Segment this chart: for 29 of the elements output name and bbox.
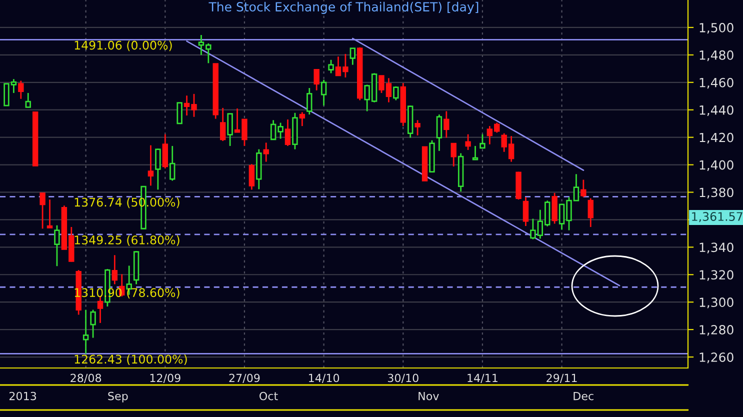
y-tick-label: 1,260 bbox=[700, 352, 734, 364]
y-tick-label: 1,320 bbox=[700, 270, 734, 281]
x-tick-label: 30/10 bbox=[388, 374, 418, 384]
x-tick-label: 12/09 bbox=[150, 374, 180, 384]
text: Dec bbox=[574, 392, 594, 400]
y-tick-label: 1,380 bbox=[700, 188, 734, 198]
x-tick-label: 27/09 bbox=[229, 374, 260, 384]
text: Oct bbox=[260, 392, 278, 400]
text: 2013 bbox=[9, 392, 36, 400]
ref-line-label: 1491.06 (0.00%) bbox=[74, 40, 172, 52]
y-tick-label: 1,480 bbox=[700, 50, 734, 62]
y-tick-label: 1,400 bbox=[700, 160, 734, 171]
y-tick-label: 1,300 bbox=[700, 298, 734, 308]
ref-line-label: 1349.25 (61.80%) bbox=[74, 235, 180, 246]
y-tick-label: 1,500 bbox=[700, 22, 734, 34]
x-tick-label: 28/08 bbox=[70, 374, 102, 384]
text: 1,361.57 bbox=[692, 212, 742, 222]
y-tick-label: 1,280 bbox=[700, 325, 734, 336]
y-tick-label: 1,460 bbox=[700, 78, 734, 89]
x-tick-label: 29/11 bbox=[546, 374, 577, 384]
x-tick-label: 14/11 bbox=[468, 374, 498, 384]
y-tick-label: 1,340 bbox=[700, 242, 734, 254]
chart-title: The Stock Exchange of Thailand(SET) [day] bbox=[208, 2, 478, 14]
text: Sep bbox=[108, 392, 128, 402]
y-tick-label: 1,420 bbox=[700, 132, 734, 144]
ref-line-label: 1262.43 (100.00%) bbox=[74, 354, 187, 366]
y-tick-label: 1,440 bbox=[700, 105, 734, 116]
x-tick-label: 14/10 bbox=[309, 374, 340, 384]
text: Nov bbox=[418, 392, 439, 400]
